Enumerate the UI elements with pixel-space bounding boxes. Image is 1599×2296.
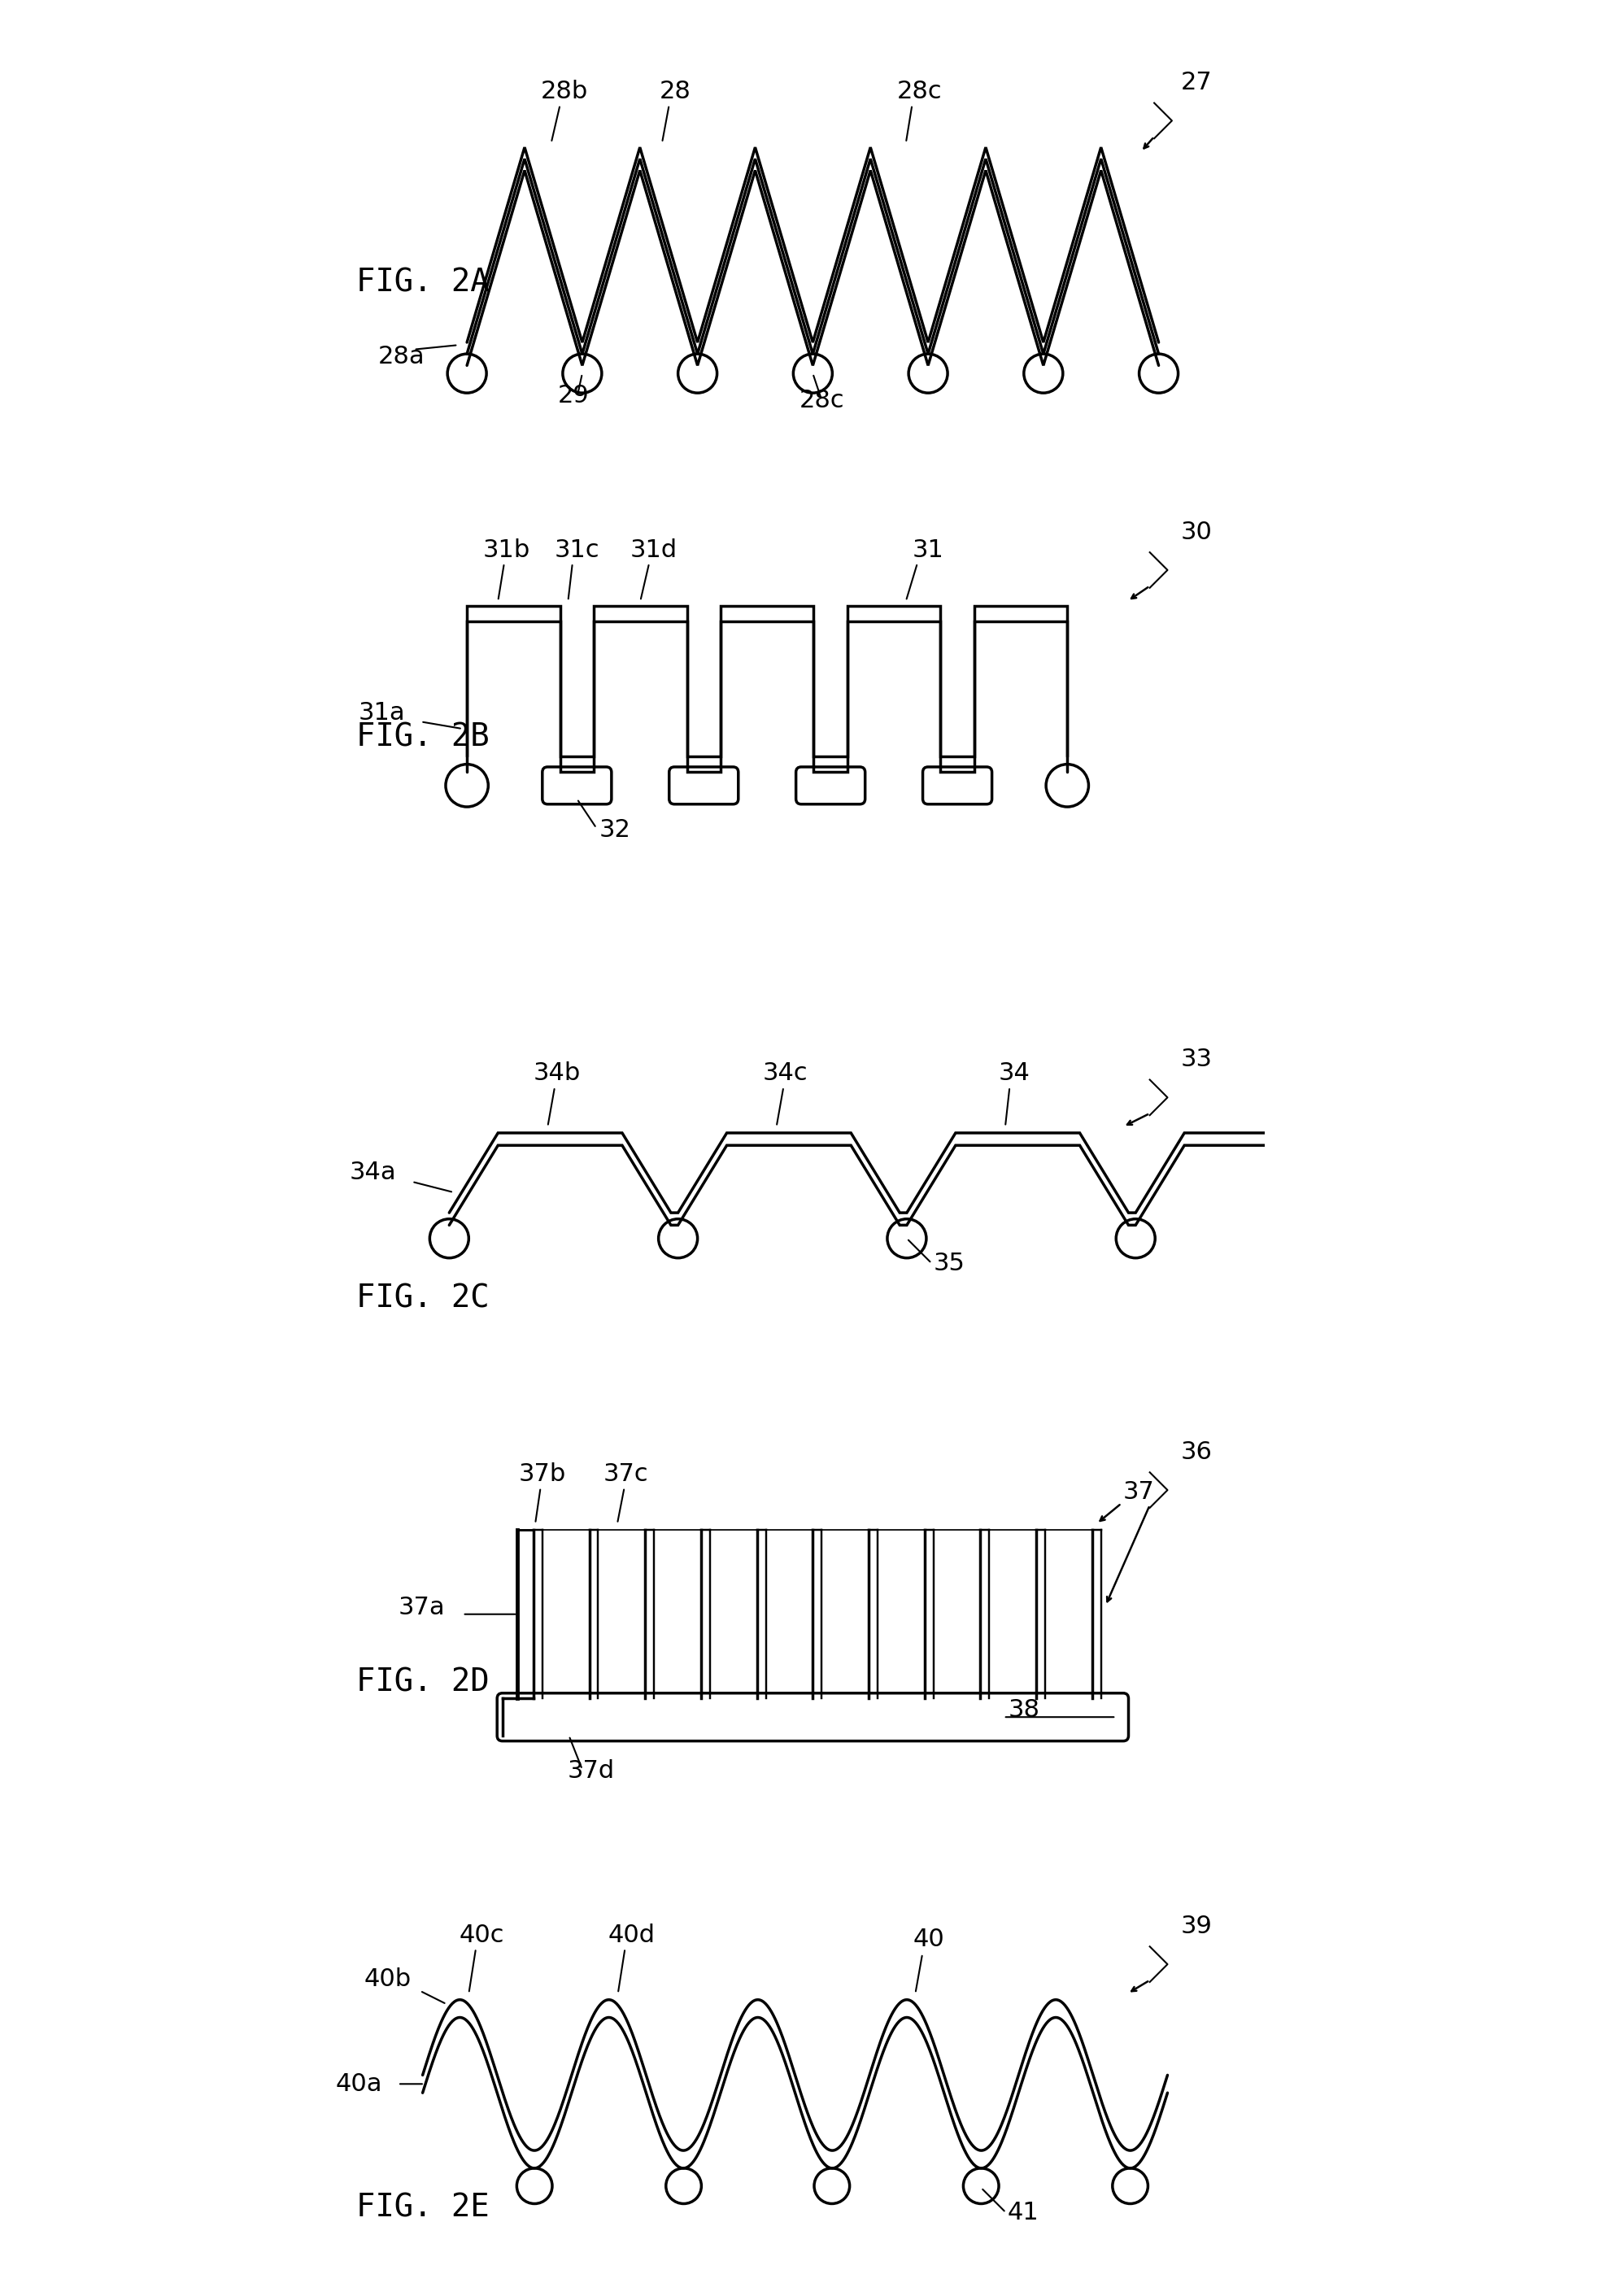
Text: 28: 28 xyxy=(659,80,691,103)
Text: FIG. 2B: FIG. 2B xyxy=(357,723,489,753)
Text: 39: 39 xyxy=(1180,1915,1212,1938)
Text: FIG. 2A: FIG. 2A xyxy=(357,269,489,298)
Text: 31c: 31c xyxy=(555,537,600,563)
Text: 28b: 28b xyxy=(540,80,588,103)
Text: 34c: 34c xyxy=(763,1061,807,1084)
Text: 36: 36 xyxy=(1180,1440,1212,1465)
Text: 34b: 34b xyxy=(532,1061,580,1084)
Text: 40b: 40b xyxy=(365,1968,411,1991)
Text: 40: 40 xyxy=(913,1929,945,1952)
Text: 28a: 28a xyxy=(379,344,425,370)
Text: 33: 33 xyxy=(1180,1047,1212,1072)
Text: FIG. 2C: FIG. 2C xyxy=(357,1283,489,1313)
Text: 34a: 34a xyxy=(349,1159,397,1185)
Text: 31b: 31b xyxy=(483,537,531,563)
Text: 31d: 31d xyxy=(630,537,678,563)
Text: 38: 38 xyxy=(1007,1699,1039,1722)
Text: FIG. 2D: FIG. 2D xyxy=(357,1667,489,1699)
Text: 37d: 37d xyxy=(568,1759,614,1784)
Text: 37c: 37c xyxy=(603,1463,649,1486)
Text: 40d: 40d xyxy=(608,1924,656,1947)
Text: 28c: 28c xyxy=(800,388,844,411)
Text: 37: 37 xyxy=(1122,1481,1154,1504)
Text: 37a: 37a xyxy=(398,1596,445,1619)
Text: 29: 29 xyxy=(558,383,588,409)
Text: 32: 32 xyxy=(600,817,630,843)
Text: 28c: 28c xyxy=(897,80,942,103)
Text: 27: 27 xyxy=(1180,71,1212,94)
Text: 30: 30 xyxy=(1180,521,1212,544)
Text: 41: 41 xyxy=(1007,2202,1039,2225)
Text: 31: 31 xyxy=(913,537,943,563)
Text: 40c: 40c xyxy=(459,1924,505,1947)
Text: FIG. 2E: FIG. 2E xyxy=(357,2193,489,2223)
Text: 37b: 37b xyxy=(518,1463,566,1486)
Text: 31a: 31a xyxy=(358,700,405,726)
Text: 35: 35 xyxy=(934,1251,966,1274)
Text: 34: 34 xyxy=(998,1061,1030,1084)
Text: 40a: 40a xyxy=(336,2073,382,2096)
